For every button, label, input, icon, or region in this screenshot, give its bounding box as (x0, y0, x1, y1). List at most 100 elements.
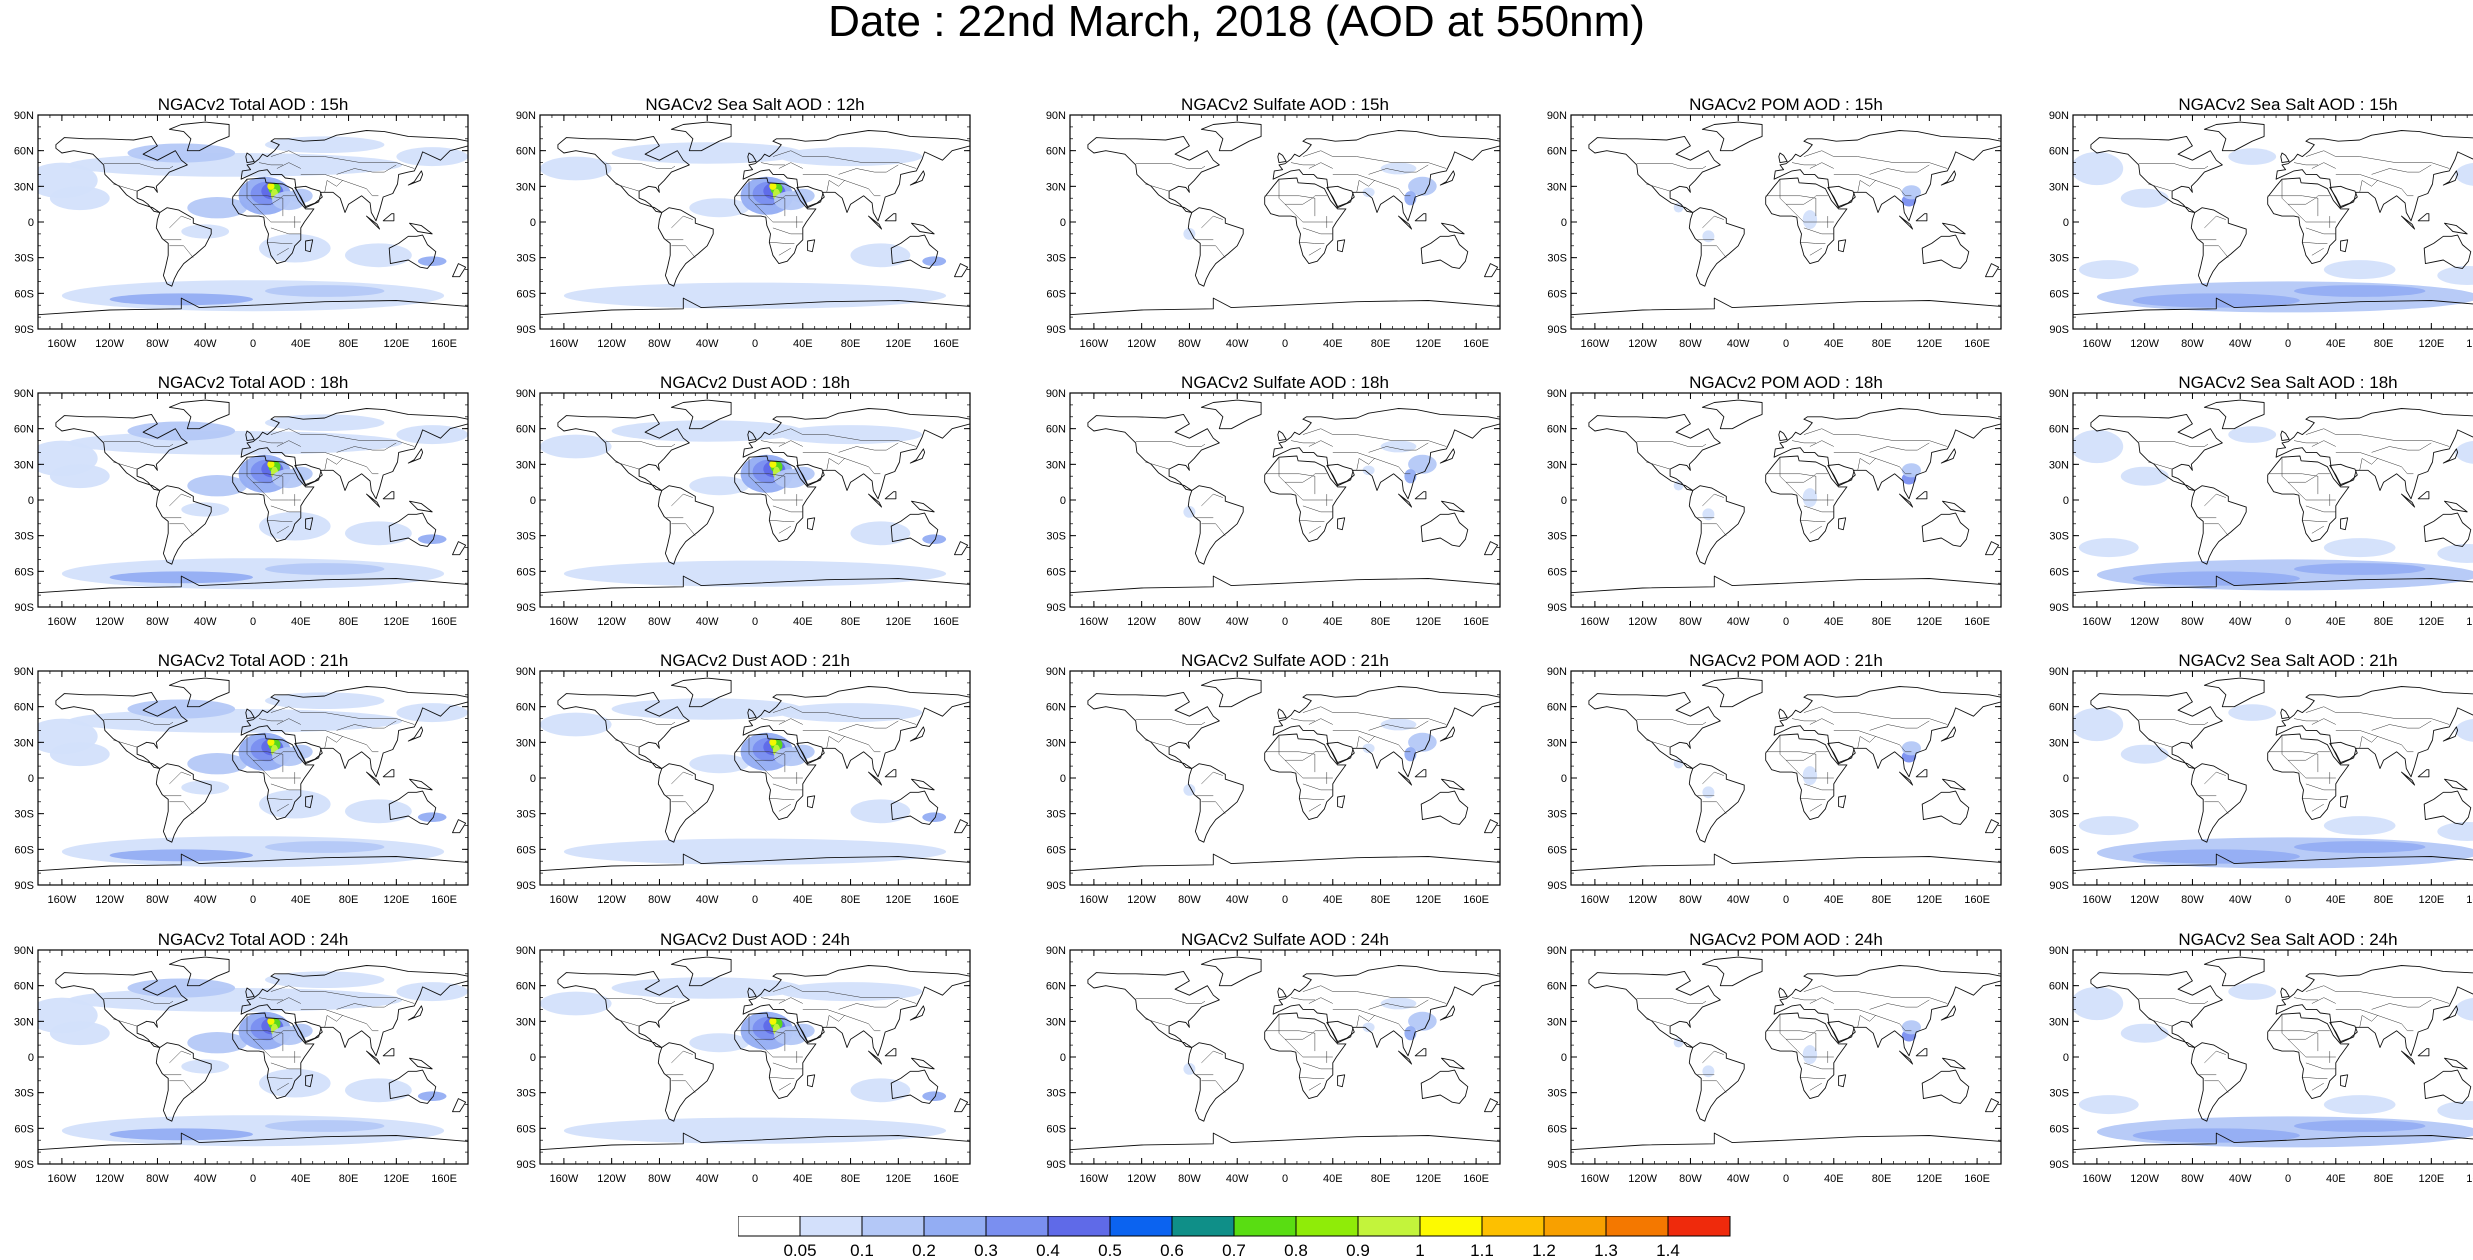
lon-tick-label: 80W (146, 338, 169, 350)
coastline (1921, 234, 1970, 269)
coastline (2329, 1020, 2358, 1042)
lon-tick-label: 40E (793, 616, 813, 628)
lat-tick-label: 0 (2063, 495, 2069, 507)
lat-tick-label: 90S (1547, 880, 1567, 892)
country-border (2359, 1014, 2378, 1028)
country-border (258, 162, 283, 166)
lon-tick-label: 0 (250, 338, 256, 350)
lat-tick-label: 30N (516, 1016, 536, 1028)
coastline (1398, 771, 1413, 786)
country-border (615, 739, 640, 748)
lon-tick-label: 160E (1964, 338, 1990, 350)
coastline (1441, 500, 1465, 513)
country-border (258, 718, 283, 722)
lat-tick-label: 30S (1046, 531, 1066, 543)
coastline (1441, 1057, 1465, 1070)
coastlines (540, 677, 970, 885)
lon-tick-label: 40W (696, 894, 719, 906)
country-border (760, 440, 785, 444)
coastline (1778, 152, 1788, 164)
coastline (2280, 987, 2290, 999)
country-border (671, 245, 696, 258)
coastline (2190, 207, 2247, 287)
coastline (452, 263, 467, 278)
coastline (232, 177, 315, 265)
coastline (807, 1074, 816, 1088)
country-border (2281, 457, 2330, 483)
country-border (1869, 442, 1930, 453)
lon-tick-label: 0 (1282, 616, 1288, 628)
aod-contour (563, 282, 947, 309)
lon-tick-label: 40E (1323, 616, 1343, 628)
panel-title: NGACv2 Dust AOD : 24h (660, 930, 850, 949)
lat-tick-label: 30N (516, 459, 536, 471)
lon-tick-label: 160W (2083, 616, 2112, 628)
coastline (2073, 575, 2473, 607)
lat-tick-label: 60S (1547, 844, 1567, 856)
aod-contour (187, 1032, 248, 1054)
country-border (232, 473, 283, 477)
country-border (169, 801, 194, 814)
country-border (270, 706, 415, 725)
coastline (382, 213, 395, 222)
coastline (747, 152, 757, 164)
country-border (772, 985, 917, 1004)
lon-tick-label: 120E (383, 338, 409, 350)
lon-tick-label: 80W (1178, 1173, 1201, 1185)
lon-tick-label: 120E (383, 894, 409, 906)
coastline (1588, 135, 1721, 213)
country-border (1145, 739, 1170, 748)
map-background (1571, 950, 2001, 1164)
coastline (1277, 152, 1287, 164)
aod-contour (272, 469, 306, 489)
aod-contour (265, 414, 385, 431)
lon-tick-label: 80E (841, 616, 861, 628)
coastline (1701, 399, 1763, 430)
colorbar-swatch (1171, 1216, 1235, 1237)
country-border (2267, 473, 2318, 477)
panel-title: NGACv2 Total AOD : 18h (157, 373, 349, 392)
country-border (826, 1014, 845, 1028)
country-border (1332, 1009, 1411, 1032)
lat-tick-label: 90N (2049, 666, 2069, 678)
coastline (1484, 263, 1499, 278)
coastline (868, 771, 883, 786)
country-border (2359, 179, 2378, 193)
coastline (382, 491, 395, 500)
lat-tick-label: 90S (1046, 602, 1066, 614)
country-border (246, 179, 295, 205)
lat-tick-label: 90S (2049, 1159, 2069, 1171)
aod-contour (259, 789, 331, 819)
lon-tick-label: 80W (1178, 338, 1201, 350)
lon-tick-label: 0 (1282, 338, 1288, 350)
map-plot: 90N 60N 30N 0 30S 60S 90S 160W 120W 80W 40W 0 40E 80E… (1046, 110, 1501, 350)
coastline (890, 234, 939, 269)
colorbar-swatch (1543, 1216, 1607, 1237)
country-border (1636, 719, 1707, 725)
coastline (1773, 408, 2001, 500)
country-border (1201, 215, 1223, 229)
aod-contour (1404, 191, 1417, 206)
lat-tick-label: 30S (1547, 531, 1567, 543)
lon-tick-label: 40E (2326, 616, 2346, 628)
country-border (276, 525, 289, 534)
lon-tick-label: 0 (752, 894, 758, 906)
lat-tick-label: 30S (1046, 253, 1066, 265)
lon-tick-label: 40W (1226, 616, 1249, 628)
country-border (605, 441, 676, 447)
coastline (1827, 463, 1856, 485)
map-panel: NGACv2 Sulfate AOD : 24h 90N 60N 30N 0 30S 60S… (1032, 930, 1502, 1195)
coastline (1420, 1069, 1469, 1104)
map-panel: NGACv2 POM AOD : 15h 90N 60N 30N 0 30S 60S 90S 1… (1533, 95, 2003, 360)
panel-title: NGACv2 Total AOD : 15h (157, 95, 349, 114)
map-plot: 90N 60N 30N 0 30S 60S 90S 160W 120W 80W 40W 0 40E 80E… (2049, 110, 2473, 350)
country-border (252, 1039, 266, 1052)
coastline (540, 297, 970, 329)
lon-tick-label: 120E (1916, 894, 1942, 906)
aod-contour (265, 563, 385, 575)
lat-tick-label: 60N (2049, 424, 2069, 436)
aod-contour (67, 153, 403, 177)
country-border (2293, 440, 2318, 444)
coastline (55, 135, 188, 213)
lat-tick-label: 30S (1547, 1088, 1567, 1100)
